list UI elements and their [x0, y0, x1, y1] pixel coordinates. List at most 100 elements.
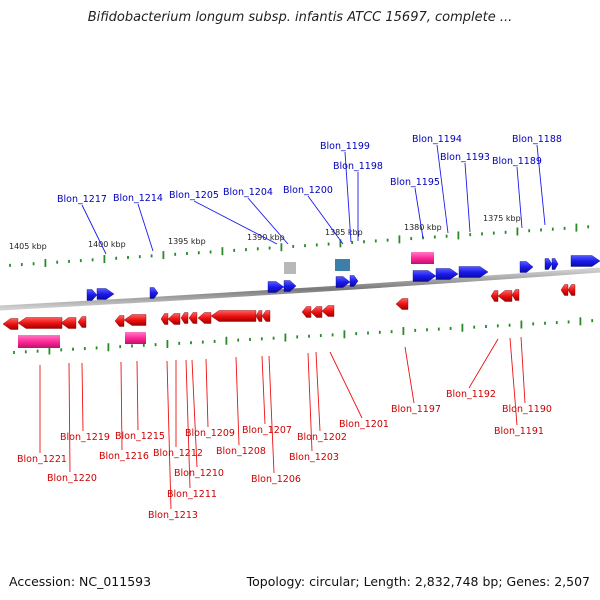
- forward-gene-arrow: [435, 268, 459, 280]
- reverse-gene-arrow: [77, 316, 87, 328]
- forward-gene-label: Blon_1198: [333, 161, 383, 172]
- forward-gene-label: Blon_1200: [283, 185, 333, 196]
- forward-gene-arrow: [570, 255, 600, 267]
- reverse-gene-leader-line: [235, 356, 240, 446]
- forward-gene-leader-line: [414, 187, 424, 239]
- rna-feature-bottom: [125, 332, 146, 344]
- forward-gene-leader-line: [536, 144, 546, 226]
- forward-gene-label: Blon_1193: [440, 152, 490, 163]
- reverse-strand-ticks: [13, 317, 594, 355]
- reverse-gene-leader-line: [307, 352, 313, 452]
- reverse-gene-label: Blon_1206: [251, 474, 301, 485]
- reverse-gene-arrow: [310, 306, 323, 318]
- forward-gene-labels: Blon_1217 Blon_1214 Blon_1205 Blon_1204 Blon…: [57, 134, 562, 255]
- reverse-gene-leader-line: [136, 360, 139, 431]
- reverse-gene-arrow: [188, 312, 198, 324]
- reverse-gene-leader-line: [315, 351, 321, 432]
- forward-gene-label: Blon_1217: [57, 194, 107, 205]
- scale-label: 1385 kbp: [325, 228, 363, 237]
- reverse-gene-arrow: [511, 289, 520, 301]
- reverse-gene-label: Blon_1215: [115, 431, 165, 442]
- reverse-gene-leader-line: [404, 346, 415, 404]
- reverse-gene-label: Blon_1207: [242, 425, 292, 436]
- gene-features: [2, 252, 600, 348]
- forward-gene-leader-line: [344, 151, 352, 243]
- accession-text: Accession: NC_011593: [9, 574, 152, 589]
- scale-label: 1380 kbp: [404, 223, 442, 232]
- reverse-gene-label: Blon_1213: [148, 510, 198, 521]
- reverse-gene-label: Blon_1208: [216, 446, 266, 457]
- scale-label: 1390 kbp: [247, 233, 285, 242]
- reverse-gene-label: Blon_1201: [339, 419, 389, 430]
- reverse-gene-leader-line: [520, 336, 526, 404]
- forward-gene-leader-line: [307, 195, 344, 245]
- forward-gene-leader-line: [137, 203, 154, 252]
- reverse-gene-leader-line: [185, 359, 191, 489]
- genome-title: Bifidobacterium longum subsp. infantis A…: [87, 10, 513, 25]
- forward-gene-label: Blon_1214: [113, 193, 163, 204]
- reverse-gene-leader-line: [120, 361, 123, 451]
- scale-label: 1405 kbp: [9, 242, 47, 251]
- reverse-gene-arrow: [255, 310, 263, 322]
- forward-gene-arrow: [519, 261, 534, 273]
- forward-gene-leader-line: [193, 200, 278, 245]
- scale-label: 1395 kbp: [168, 237, 206, 246]
- scale-label: 1375 kbp: [483, 214, 521, 223]
- rna-feature-bottom: [18, 335, 60, 348]
- reverse-gene-label: Blon_1212: [153, 448, 203, 459]
- forward-gene-label: Blon_1189: [492, 156, 542, 167]
- reverse-gene-arrow: [114, 315, 125, 327]
- forward-gene-arrow: [96, 288, 115, 300]
- forward-gene-label: Blon_1194: [412, 134, 462, 145]
- reverse-gene-leader-line: [191, 359, 198, 468]
- rna-feature-top: [411, 252, 434, 264]
- reverse-gene-label: Blon_1216: [99, 451, 149, 462]
- reverse-gene-leader-line: [166, 360, 172, 510]
- forward-gene-arrow: [267, 281, 285, 293]
- reverse-gene-leader-line: [509, 337, 518, 426]
- forward-gene-arrow: [551, 258, 559, 270]
- forward-gene-leader-line: [81, 204, 107, 255]
- reverse-gene-leader-line: [205, 358, 209, 428]
- reverse-gene-label: Blon_1197: [391, 404, 441, 415]
- forward-gene-leader-line: [464, 162, 471, 233]
- scale-label: 1400 kbp: [88, 240, 126, 249]
- forward-gene-label: Blon_1205: [169, 190, 219, 201]
- reverse-gene-arrow: [490, 290, 499, 302]
- reverse-gene-label: Blon_1192: [446, 389, 496, 400]
- reverse-gene-label: Blon_1209: [185, 428, 235, 439]
- pseudogene-feature: [284, 262, 296, 274]
- reverse-gene-label: Blon_1219: [60, 432, 110, 443]
- reverse-gene-arrow: [261, 310, 271, 322]
- forward-gene-arrow: [283, 280, 297, 292]
- reverse-gene-label: Blon_1210: [174, 468, 224, 479]
- reverse-gene-leader-line: [468, 338, 499, 389]
- forward-gene-label: Blon_1199: [320, 141, 370, 152]
- reverse-gene-label: Blon_1211: [167, 489, 217, 500]
- reverse-gene-label: Blon_1202: [297, 432, 347, 443]
- reverse-gene-arrow: [197, 312, 212, 324]
- forward-gene-label: Blon_1195: [390, 177, 440, 188]
- genome-backbone: [0, 267, 600, 311]
- forward-gene-arrow: [335, 276, 351, 288]
- forward-gene-arrow: [349, 275, 359, 287]
- reverse-gene-arrow: [321, 305, 335, 317]
- reverse-gene-arrow: [2, 318, 19, 330]
- reverse-gene-arrow: [160, 313, 169, 325]
- reverse-gene-label: Blon_1220: [47, 473, 97, 484]
- reverse-gene-label: Blon_1190: [502, 404, 552, 415]
- reverse-gene-arrow: [17, 317, 63, 329]
- forward-gene-leader-line: [247, 197, 289, 245]
- reverse-gene-arrow: [395, 298, 409, 310]
- reverse-gene-leader-line: [261, 355, 266, 425]
- reverse-gene-arrow: [567, 284, 576, 296]
- forward-gene-arrow: [149, 287, 159, 299]
- forward-gene-leader-line: [436, 144, 449, 234]
- forward-gene-label: Blon_1188: [512, 134, 562, 145]
- genome-summary-text: Topology: circular; Length: 2,832,748 bp…: [246, 574, 590, 589]
- reverse-gene-label: Blon_1203: [289, 452, 339, 463]
- reverse-gene-arrow: [123, 314, 147, 326]
- forward-strand-ticks: [9, 223, 590, 267]
- reverse-gene-arrow: [301, 306, 312, 318]
